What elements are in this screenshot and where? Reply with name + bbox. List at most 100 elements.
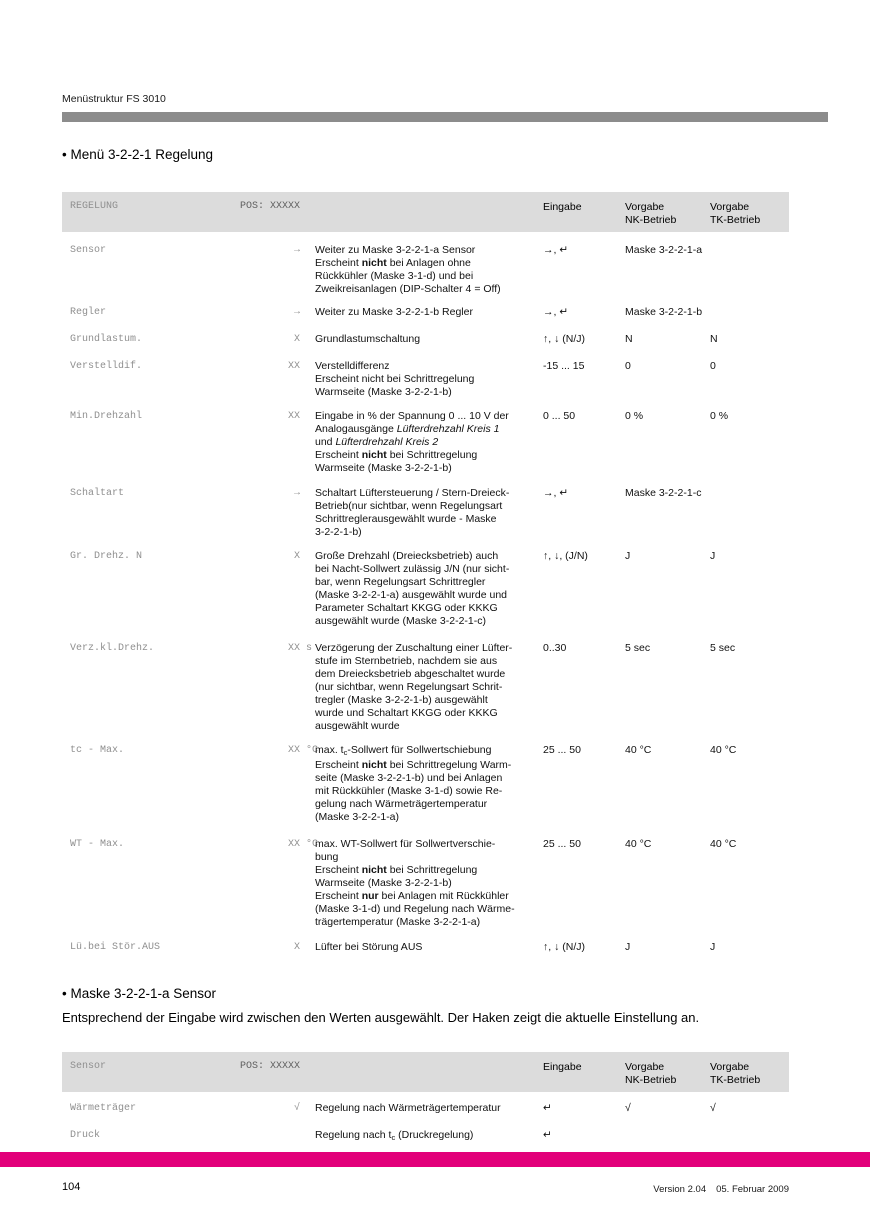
param-label: Druck (70, 1130, 101, 1141)
vorgabe-tk-value: N (710, 333, 718, 345)
param-format-code: X (293, 551, 300, 562)
param-label: Gr. Drehz. N (70, 551, 143, 562)
param-description: Verstelldifferenz Erscheint nicht bei Sch… (315, 360, 475, 398)
eingabe-value: →, ↵ (543, 487, 569, 499)
vorgabe-nk-value: 5 sec (625, 642, 651, 654)
vorgabe-label: Vorgabe (710, 1061, 750, 1073)
vorgabe-nk-value: √ (625, 1102, 631, 1114)
vorgabe-nk-value: 40 °C (625, 744, 652, 756)
param-format-unit: s (306, 643, 313, 654)
param-label: Wärmeträger (70, 1103, 137, 1114)
vorgabe-nk-value: Maske 3-2-2-1-b (625, 306, 703, 318)
footer-accent-bar (0, 1152, 870, 1167)
vorgabe-nk-value: 0 % (625, 410, 644, 422)
param-format-code: X (293, 334, 300, 345)
param-description: Regelung nach Wärmeträgertemperatur (315, 1102, 501, 1114)
param-description: Lüfter bei Störung AUS (315, 941, 423, 953)
section-heading-menu: • Menü 3-2-2-1 Regelung (62, 147, 214, 162)
vorgabe-label: Vorgabe (625, 201, 665, 213)
param-description: Große Drehzahl (Dreiecksbetrieb) auch bei… (315, 550, 510, 627)
param-description: Verzögerung der Zuschaltung einer Lüfter… (315, 642, 513, 732)
param-description: Eingabe in % der Spannung 0 ... 10 V der… (315, 410, 509, 474)
param-label: Verstelldif. (70, 361, 143, 372)
eingabe-value: ↵ (543, 1102, 552, 1114)
eingabe-value: -15 ... 15 (543, 360, 585, 372)
document-header-label: Menüstruktur FS 3010 (62, 93, 166, 105)
vorgabe-nk-value: Maske 3-2-2-1-c (625, 487, 702, 499)
current-setting-check: √ (293, 1103, 300, 1114)
col-header-eingabe: Eingabe (543, 1061, 582, 1073)
col-header-vorgabe-tk: Vorgabe TK-Betrieb (710, 1061, 789, 1086)
col-header-vorgabe-nk: Vorgabe NK-Betrieb (625, 201, 720, 226)
vorgabe-tk-value: 40 °C (710, 744, 737, 756)
param-label: Min.Drehzahl (70, 411, 143, 422)
eingabe-value: 0 ... 50 (543, 410, 576, 422)
eingabe-value: 25 ... 50 (543, 744, 581, 756)
param-format-code: XX (287, 839, 300, 850)
vorgabe-tk-value: 5 sec (710, 642, 736, 654)
vorgabe-tk-value: 40 °C (710, 838, 737, 850)
param-format-code: XX (287, 745, 300, 756)
table1-pos-label: POS: XXXXX (240, 201, 301, 212)
version-info: Version 2.04 05. Februar 2009 (653, 1184, 789, 1195)
nk-betrieb-label: NK-Betrieb (625, 213, 677, 226)
param-label: Regler (70, 307, 107, 318)
param-format-code: X (293, 942, 300, 953)
param-format-code: XX (287, 361, 300, 372)
vorgabe-nk-value: Maske 3-2-2-1-a (625, 244, 703, 256)
vorgabe-tk-value: 0 (710, 360, 716, 372)
param-description: Weiter zu Maske 3-2-2-1-a Sensor Erschein… (315, 244, 501, 295)
vorgabe-tk-value: J (710, 941, 716, 953)
param-description: Schaltart Lüftersteuerung / Stern-Dreiec… (315, 487, 510, 538)
param-label: Sensor (70, 245, 107, 256)
param-label: WT - Max. (70, 839, 125, 850)
param-description: Weiter zu Maske 3-2-2-1-b Regler (315, 306, 473, 318)
eingabe-value: ↑, ↓ (N/J) (543, 333, 585, 345)
param-description: max. tc-Sollwert für Sollwertschiebung Er… (315, 744, 512, 823)
param-format-code: → (293, 488, 300, 499)
col-header-vorgabe-nk: Vorgabe NK-Betrieb (625, 1061, 720, 1086)
table1-header: REGELUNG POS: XXXXX Eingabe Vorgabe NK-B… (62, 192, 789, 232)
vorgabe-nk-value: N (625, 333, 633, 345)
vorgabe-nk-value: J (625, 550, 631, 562)
nk-betrieb-label: NK-Betrieb (625, 1073, 677, 1086)
vorgabe-nk-value: J (625, 941, 631, 953)
section-paragraph: Entsprechend der Eingabe wird zwischen d… (62, 1010, 700, 1025)
version-label: Version 2.04 (653, 1184, 707, 1195)
section-heading-maske: • Maske 3-2-2-1-a Sensor (62, 986, 217, 1001)
date-label: 05. Februar 2009 (716, 1184, 789, 1195)
tk-betrieb-label: TK-Betrieb (710, 213, 761, 226)
eingabe-value: →, ↵ (543, 244, 569, 256)
header-rule (62, 112, 828, 122)
vorgabe-tk-value: J (710, 550, 716, 562)
table2-header: Sensor POS: XXXXX Eingabe Vorgabe NK-Bet… (62, 1052, 789, 1092)
eingabe-value: ↑, ↓ (N/J) (543, 941, 585, 953)
param-format-unit: °C (306, 745, 319, 756)
vorgabe-nk-value: 40 °C (625, 838, 652, 850)
vorgabe-label: Vorgabe (710, 201, 750, 213)
table2-pos-label: POS: XXXXX (240, 1061, 301, 1072)
param-description: Regelung nach tc (Druckregelung) (315, 1129, 474, 1142)
tk-betrieb-label: TK-Betrieb (710, 1073, 761, 1086)
eingabe-value: ↵ (543, 1129, 552, 1141)
param-label: Schaltart (70, 488, 125, 499)
vorgabe-tk-value: √ (710, 1102, 716, 1114)
param-label: tc - Max. (70, 745, 125, 756)
col-header-vorgabe-tk: Vorgabe TK-Betrieb (710, 201, 789, 226)
param-format-code: → (293, 307, 300, 318)
param-description: max. WT-Sollwert für Sollwertverschie-bu… (315, 838, 515, 928)
eingabe-value: 0..30 (543, 642, 567, 654)
vorgabe-label: Vorgabe (625, 1061, 665, 1073)
param-format-code: → (293, 245, 300, 256)
param-description: Grundlastumschaltung (315, 333, 421, 345)
param-format-unit: °C (306, 839, 319, 850)
table1-title: REGELUNG (70, 201, 119, 212)
param-label: Grundlastum. (70, 334, 143, 345)
vorgabe-nk-value: 0 (625, 360, 631, 372)
param-label: Verz.kl.Drehz. (70, 643, 155, 654)
page-number: 104 (62, 1181, 81, 1193)
table2-title: Sensor (70, 1061, 107, 1072)
eingabe-value: 25 ... 50 (543, 838, 581, 850)
eingabe-value: →, ↵ (543, 306, 569, 318)
eingabe-value: ↑, ↓, (J/N) (543, 550, 588, 562)
